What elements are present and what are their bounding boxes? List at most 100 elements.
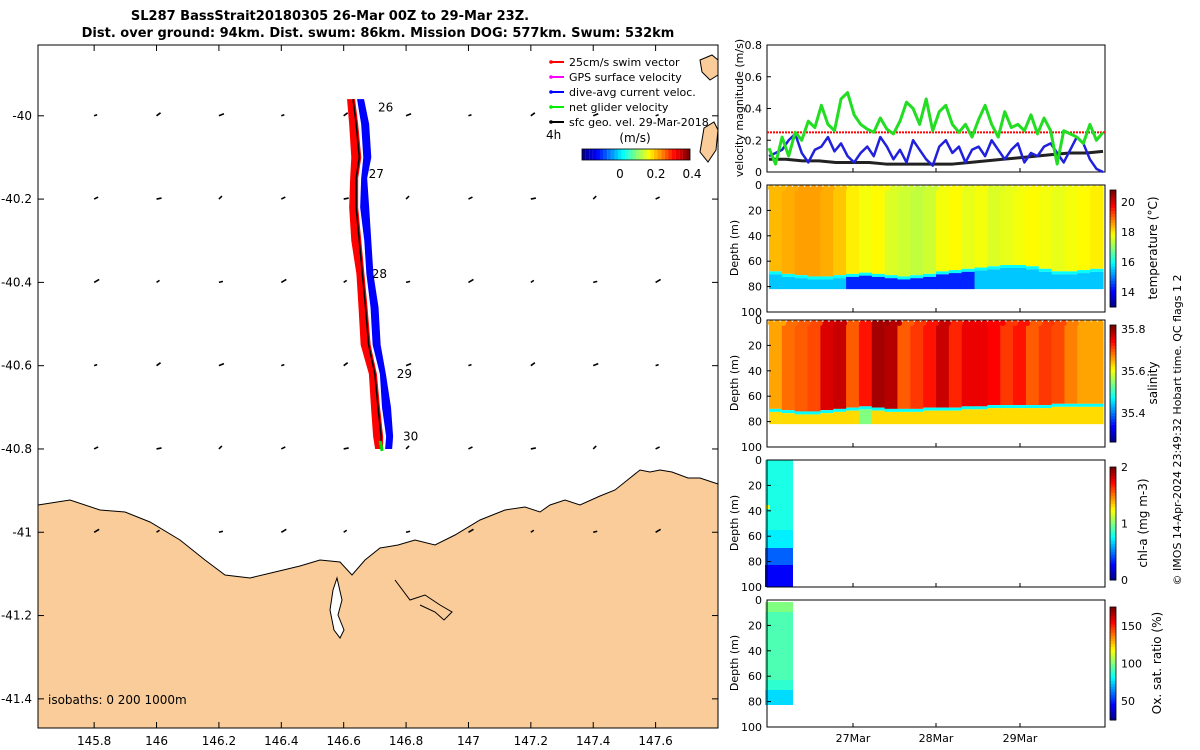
salinity-ylabel: Depth (m) (728, 355, 741, 411)
colorbar-cell (1110, 534, 1116, 539)
colorbar-cell (672, 149, 676, 160)
geo-vector-arrow (592, 445, 597, 450)
section-deep (961, 409, 976, 425)
section-deep (820, 279, 834, 290)
colorbar-cell (664, 149, 669, 160)
colorbar-cell (657, 149, 662, 160)
section-thermocline (794, 411, 809, 415)
geo-vector-arrow (593, 280, 598, 284)
interval-label: 4h (546, 128, 561, 142)
colorbar-cell (1110, 629, 1116, 633)
chla-cbar-label: chl-a (mg m-3) (1136, 478, 1150, 567)
colorbar-cell (1110, 526, 1116, 530)
land-tasmania (37, 469, 719, 729)
colorbar-cell (1110, 380, 1116, 384)
colorbar-cell (1110, 424, 1116, 428)
temperature-ylabel: Depth (m) (728, 220, 741, 276)
colorbar-cell (1110, 472, 1116, 476)
colorbar-cell (1110, 271, 1116, 276)
depth-tick-label: 100 (741, 721, 762, 734)
colorbar-cell (639, 149, 644, 160)
colorbar-cell (1110, 495, 1116, 499)
section-thermocline (807, 276, 821, 280)
depth-tick-label: 20 (748, 204, 762, 217)
section-column (1077, 322, 1091, 404)
lat-tick-label: -41 (12, 525, 32, 539)
title-line-2: Dist. over ground: 94km. Dist. swum: 86k… (82, 26, 675, 41)
lon-tick-label: 145.8 (77, 734, 111, 748)
profile-dot (902, 320, 909, 326)
colorbar-cell (1110, 289, 1116, 293)
profile-dot (944, 320, 951, 326)
section-thermocline (897, 408, 911, 412)
lat-tick-label: -40.6 (1, 359, 32, 373)
colorbar-cell (1110, 520, 1116, 524)
colorbar-cell (1110, 609, 1116, 614)
section-deep (858, 275, 873, 290)
colorbar-cell (1110, 245, 1116, 249)
profile-dot (926, 185, 933, 191)
footer-note: © IMOS 14-Apr-2024 23:49:32 Hobart time.… (1171, 275, 1184, 586)
colorbar-cell (1110, 498, 1116, 502)
section-column (923, 187, 937, 274)
oxygen-panel: 0 20 40 60 80 100 Depth (m) 50 100 150 Ox. sat.… (728, 594, 1164, 734)
colorbar-cell (1110, 207, 1116, 211)
colorbar-frame (1109, 606, 1117, 721)
time-tick-label: 28Mar (919, 732, 954, 745)
profile-dot (896, 320, 903, 326)
geo-vector-arrow (655, 446, 660, 450)
profile-dot (1085, 320, 1092, 326)
section-deep (897, 279, 911, 290)
section-column (858, 322, 873, 407)
colorbar-cell (618, 149, 622, 160)
section-thermocline (1090, 403, 1104, 407)
colorbar-cell (1110, 517, 1116, 522)
profile-dot (1079, 185, 1086, 191)
geo-vector-arrow (280, 278, 287, 284)
chla-section (765, 460, 793, 587)
section-column (948, 322, 963, 408)
profile-dot (1048, 320, 1055, 326)
section-deep (807, 414, 821, 425)
section-column (974, 187, 988, 268)
colorbar-cell (1110, 655, 1116, 659)
colorbar-cell (582, 149, 586, 160)
section-column (1077, 187, 1091, 271)
colorbar-cell (1110, 204, 1116, 209)
colorbar-cell (1110, 475, 1116, 479)
time-tick-label: 29Mar (1003, 732, 1038, 745)
colorbar-cell (1110, 623, 1116, 628)
colorbar-cell (1110, 398, 1116, 402)
coastal-island-2 (699, 121, 719, 163)
colorbar-cell (1110, 304, 1116, 308)
chla-band (765, 548, 793, 565)
colorbar-cell (1110, 268, 1116, 273)
section-column (987, 187, 1001, 267)
profile-dot (987, 320, 994, 326)
colorbar-cell (1110, 230, 1116, 235)
oxygen-frame (766, 599, 1106, 728)
section-thermocline (1000, 405, 1014, 409)
colorbar-cell (1110, 607, 1116, 611)
section-column (1090, 187, 1104, 269)
geo-vector-arrow (530, 447, 537, 450)
geo-vector-arrow (343, 112, 349, 117)
colorbar-cell (1110, 492, 1116, 496)
colorbar-cell (1110, 260, 1116, 264)
geo-vector-arrow (530, 362, 536, 367)
section-column (1064, 187, 1078, 272)
colorbar-cell (654, 149, 658, 160)
section-column (936, 187, 950, 272)
colorbar-cell (1110, 531, 1116, 536)
profile-dot (920, 185, 927, 191)
section-deep (794, 278, 809, 290)
colorbar-cell (1110, 708, 1116, 713)
section-deep (987, 408, 1001, 425)
colorbar-cell (632, 149, 637, 160)
profile-dot (768, 185, 774, 191)
colorbar-cell (1110, 412, 1116, 417)
colorbar-cell (1110, 697, 1116, 701)
colorbar-cell (1110, 543, 1116, 547)
geo-vector-arrow (468, 363, 472, 367)
colorbar-cell (1110, 357, 1116, 361)
